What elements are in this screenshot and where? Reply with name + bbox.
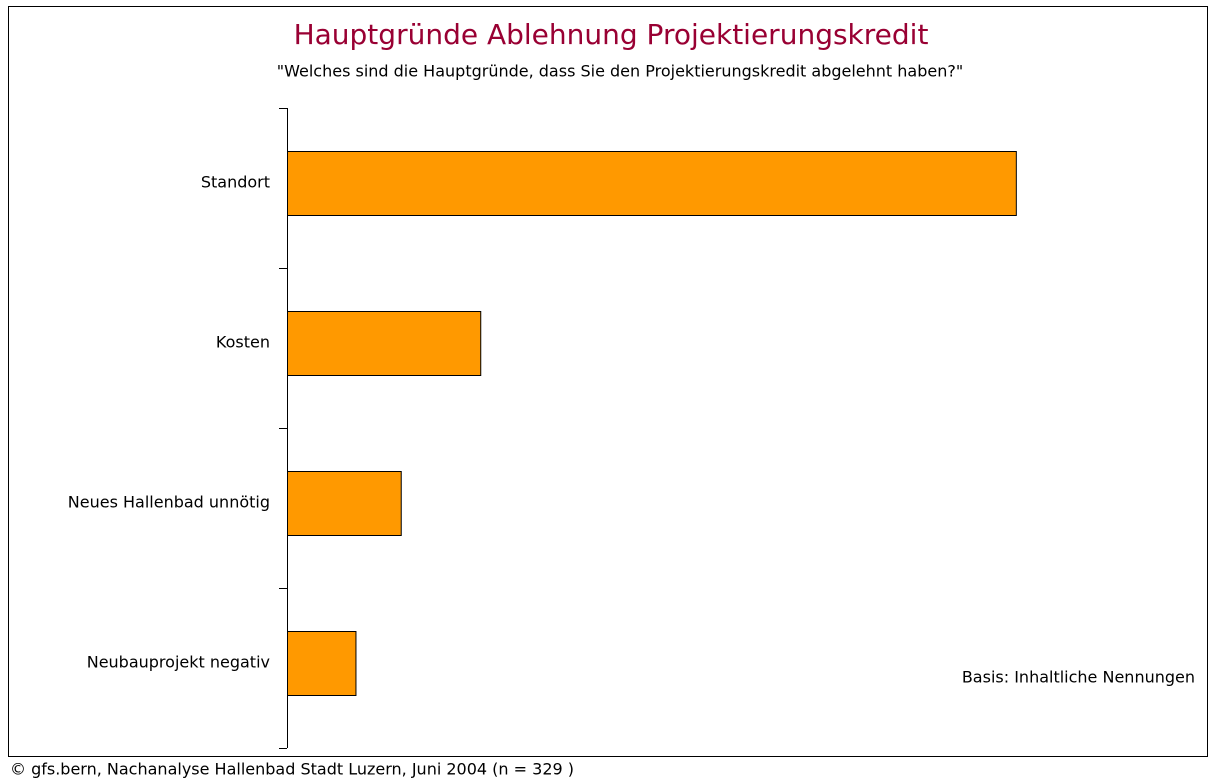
bar (287, 471, 402, 536)
bar (287, 631, 357, 696)
frame (8, 6, 1208, 757)
bar (287, 151, 1017, 216)
y-tick-label: Standort (201, 173, 270, 192)
bar (287, 311, 482, 376)
y-tick-label: Kosten (216, 333, 270, 352)
chart-title: Hauptgründe Ablehnung Projektierungskred… (294, 18, 929, 51)
annotation: Basis: Inhaltliche Nennungen (962, 668, 1195, 687)
footer: © gfs.bern, Nachanalyse Hallenbad Stadt … (10, 760, 574, 779)
y-tick-label: Neues Hallenbad unnötig (68, 493, 270, 512)
chart-subtitle: "Welches sind die Hauptgründe, dass Sie … (277, 62, 963, 81)
y-tick-label: Neubauprojekt negativ (87, 653, 270, 672)
